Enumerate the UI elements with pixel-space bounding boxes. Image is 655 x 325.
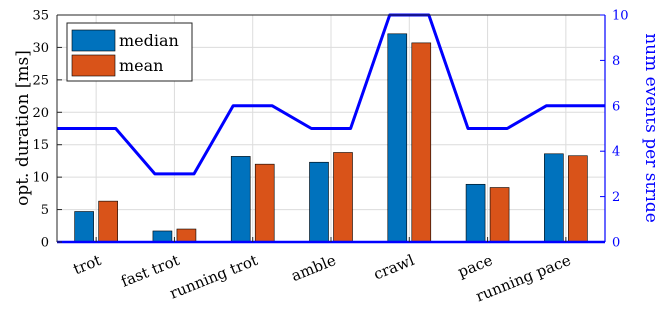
y-tick-label-right: 4 bbox=[612, 145, 620, 160]
y-tick-label-right: 8 bbox=[612, 54, 620, 69]
y-axis-title-right: num events per stride bbox=[641, 33, 655, 223]
x-tick-label: running trot bbox=[167, 251, 260, 303]
bar-median-running-trot bbox=[230, 156, 251, 243]
y-tick-label-right: 10 bbox=[612, 9, 629, 24]
bar-mean-running-trot bbox=[254, 163, 275, 243]
legend: median mean bbox=[66, 22, 193, 82]
bar-median-crawl bbox=[387, 33, 408, 243]
events-per-stride-line bbox=[57, 13, 605, 176]
y-tick-label-left: 0 bbox=[41, 236, 49, 251]
y-tick-label-right: 0 bbox=[612, 236, 620, 251]
y-tick-label-left: 30 bbox=[32, 41, 49, 56]
events-line bbox=[57, 13, 605, 176]
x-tick-label: amble bbox=[289, 251, 339, 285]
legend-swatch-mean bbox=[71, 54, 116, 77]
legend-label-mean: mean bbox=[119, 56, 163, 75]
legend-swatch-median bbox=[71, 29, 116, 52]
y-tick-label-left: 10 bbox=[32, 171, 49, 186]
x-tick-label: crawl bbox=[371, 251, 417, 284]
y-tick-label-right: 6 bbox=[612, 99, 620, 114]
y-tick-label-left: 35 bbox=[32, 9, 49, 24]
bar-median-amble bbox=[309, 161, 329, 243]
y-axis-title-left: opt. duration [ms] bbox=[13, 50, 33, 206]
y-tick-label-left: 20 bbox=[32, 106, 49, 121]
y-tick-label-right: 2 bbox=[612, 190, 620, 205]
y-tick-label-left: 15 bbox=[32, 138, 49, 153]
legend-label-median: median bbox=[119, 31, 179, 50]
x-tick-label: trot bbox=[71, 251, 104, 278]
bar-median-fast-trot bbox=[152, 230, 173, 243]
bar-median-trot bbox=[74, 211, 94, 243]
bar-mean-amble bbox=[333, 152, 353, 243]
y-tick-label-left: 25 bbox=[32, 73, 49, 88]
bar-median-pace bbox=[465, 183, 486, 243]
bar-mean-running-pace bbox=[568, 155, 588, 243]
bar-mean-fast-trot bbox=[176, 228, 197, 243]
bars bbox=[74, 33, 588, 243]
bar-mean-crawl bbox=[411, 42, 432, 243]
bar-median-running-pace bbox=[544, 153, 564, 243]
bar-mean-trot bbox=[98, 200, 118, 243]
bar-mean-pace bbox=[489, 187, 510, 243]
x-tick-label: pace bbox=[455, 251, 495, 281]
y-tick-label-left: 5 bbox=[41, 203, 49, 218]
